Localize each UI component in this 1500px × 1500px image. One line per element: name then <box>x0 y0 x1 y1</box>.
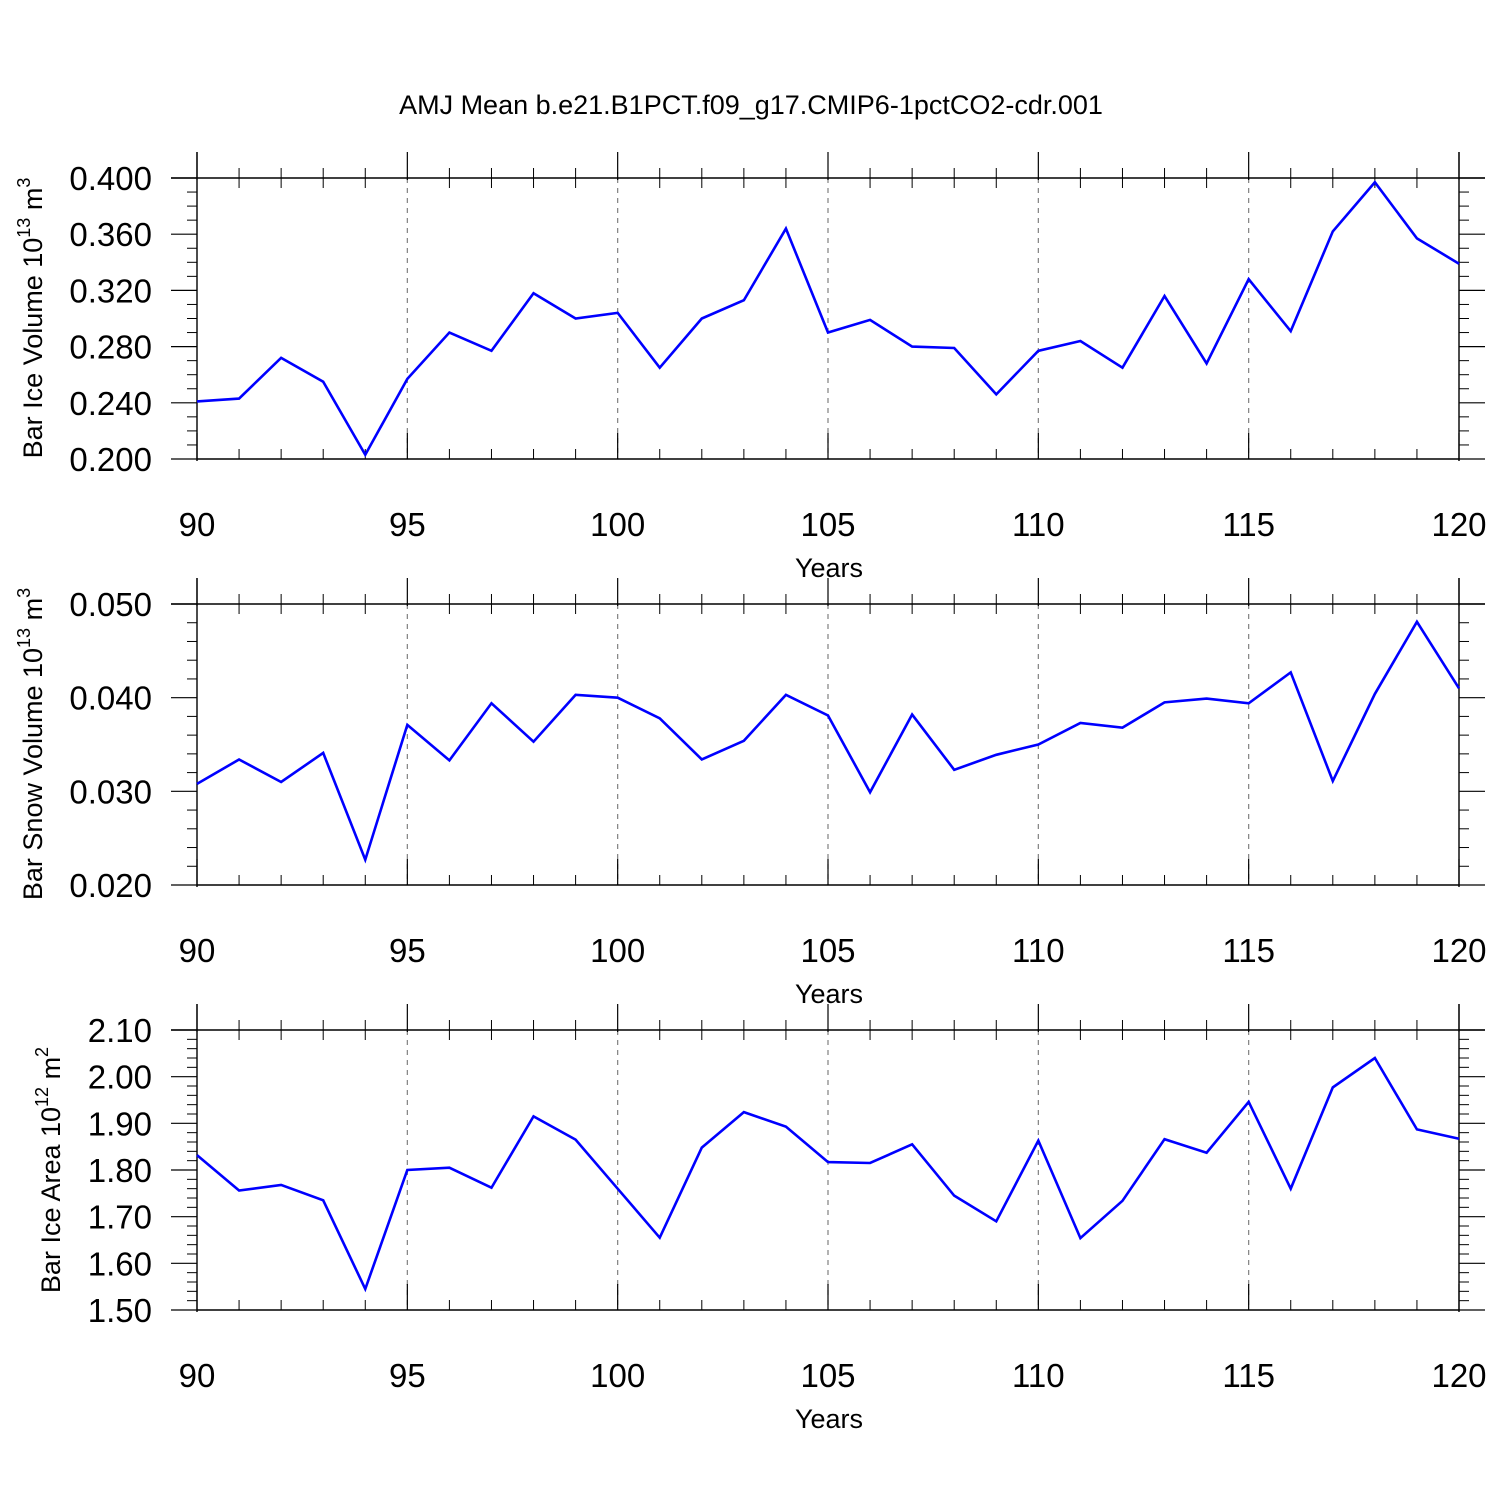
ice-volume-xtick-label: 95 <box>389 506 426 543</box>
panel-ice-volume: 90 95 100 105 110 115 120 0.200 0.240 0.280 0.320 0… <box>14 152 1487 583</box>
ice-area-series-line <box>196 1056 1460 1293</box>
ice-area-y-axis-label-unit-exp: 2 <box>32 1047 52 1057</box>
ice-area-y-axis-label-unit: m <box>36 1057 66 1087</box>
ice-area-ytick-label: 1.90 <box>88 1105 152 1142</box>
ice-volume-xtick-label: 90 <box>179 506 216 543</box>
snow-volume-xtick-label: 105 <box>800 932 855 969</box>
snow-volume-xtick-label: 100 <box>590 932 645 969</box>
ice-area-y-axis-label: Bar Ice Area 1012 m2 <box>32 1047 66 1293</box>
ice-area-ytick-label: 2.00 <box>88 1059 152 1096</box>
ice-area-ytick-label: 1.80 <box>88 1152 152 1189</box>
ice-volume-y-axis-label-main: Bar Ice Volume 10 <box>18 238 48 459</box>
ice-volume-series-line <box>196 180 1460 458</box>
snow-volume-xtick-label: 120 <box>1431 932 1486 969</box>
ice-volume-xtick-label: 105 <box>800 506 855 543</box>
ice-area-xtick-label: 100 <box>590 1357 645 1394</box>
snow-volume-xtick-label: 110 <box>1012 932 1065 969</box>
snow-volume-ytick-label: 0.020 <box>69 867 152 904</box>
ice-volume-xtick-label: 115 <box>1222 506 1275 543</box>
ice-area-x-axis-label: Years <box>795 1404 863 1434</box>
snow-volume-y-axis-label-unit-exp: 3 <box>14 588 34 598</box>
ice-volume-ytick-label: 0.320 <box>69 272 152 309</box>
ice-volume-ytick-label: 0.240 <box>69 385 152 422</box>
ice-area-xtick-label: 120 <box>1431 1357 1486 1394</box>
snow-volume-x-axis-label: Years <box>795 979 863 1009</box>
ice-area-xtick-label: 90 <box>179 1357 216 1394</box>
ice-volume-xtick-label: 100 <box>590 506 645 543</box>
ice-volume-ytick-label: 0.200 <box>69 441 152 478</box>
ice-volume-xtick-label: 110 <box>1012 506 1065 543</box>
panel-ice-area: 90 95 100 105 110 115 120 1.50 1.60 1.70 1.80 1.90 2… <box>32 1004 1487 1434</box>
ice-area-ytick-label: 2.10 <box>88 1012 152 1049</box>
ice-area-xtick-label: 105 <box>800 1357 855 1394</box>
ice-volume-ytick-label: 0.360 <box>69 216 152 253</box>
ice-volume-x-axis-label: Years <box>795 553 863 583</box>
snow-volume-y-axis-label: Bar Snow Volume 1013 m3 <box>14 588 48 900</box>
ice-volume-y-axis-label-exp: 13 <box>14 218 34 238</box>
panel-snow-volume: 90 95 100 105 110 115 120 0.020 0.030 0.040 0.050 Y… <box>14 578 1487 1009</box>
snow-volume-y-axis-label-unit: m <box>18 598 48 628</box>
ice-area-ytick-label: 1.60 <box>88 1245 152 1282</box>
ice-volume-ytick-label: 0.280 <box>69 329 152 366</box>
ice-area-y-axis-label-exp: 12 <box>32 1087 52 1107</box>
ice-volume-xtick-label: 120 <box>1431 506 1486 543</box>
ice-area-xtick-label: 115 <box>1222 1357 1275 1394</box>
snow-volume-ytick-label: 0.050 <box>69 586 152 623</box>
snow-volume-ytick-label: 0.040 <box>69 680 152 717</box>
ice-volume-y-axis-label-unit: m <box>18 188 48 218</box>
ice-area-ytick-label: 1.50 <box>88 1292 152 1329</box>
ice-volume-ytick-label: 0.400 <box>69 160 152 197</box>
snow-volume-y-axis-label-exp: 13 <box>14 628 34 648</box>
ice-area-xtick-label: 110 <box>1012 1357 1065 1394</box>
ice-area-xtick-label: 95 <box>389 1357 426 1394</box>
ice-volume-y-axis-label: Bar Ice Volume 1013 m3 <box>14 178 48 459</box>
snow-volume-y-axis-label-main: Bar Snow Volume 10 <box>18 648 48 900</box>
snow-volume-xtick-label: 115 <box>1222 932 1275 969</box>
snow-volume-ytick-label: 0.030 <box>69 773 152 810</box>
chart-title: AMJ Mean b.e21.B1PCT.f09_g17.CMIP6-1pctC… <box>399 90 1103 120</box>
ice-volume-y-axis-label-unit-exp: 3 <box>14 178 34 188</box>
ice-area-y-axis-label-main: Bar Ice Area 10 <box>36 1107 66 1293</box>
snow-volume-series-line <box>196 619 1461 864</box>
snow-volume-xtick-label: 90 <box>179 932 216 969</box>
ice-area-ytick-label: 1.70 <box>88 1199 152 1236</box>
snow-volume-xtick-label: 95 <box>389 932 426 969</box>
